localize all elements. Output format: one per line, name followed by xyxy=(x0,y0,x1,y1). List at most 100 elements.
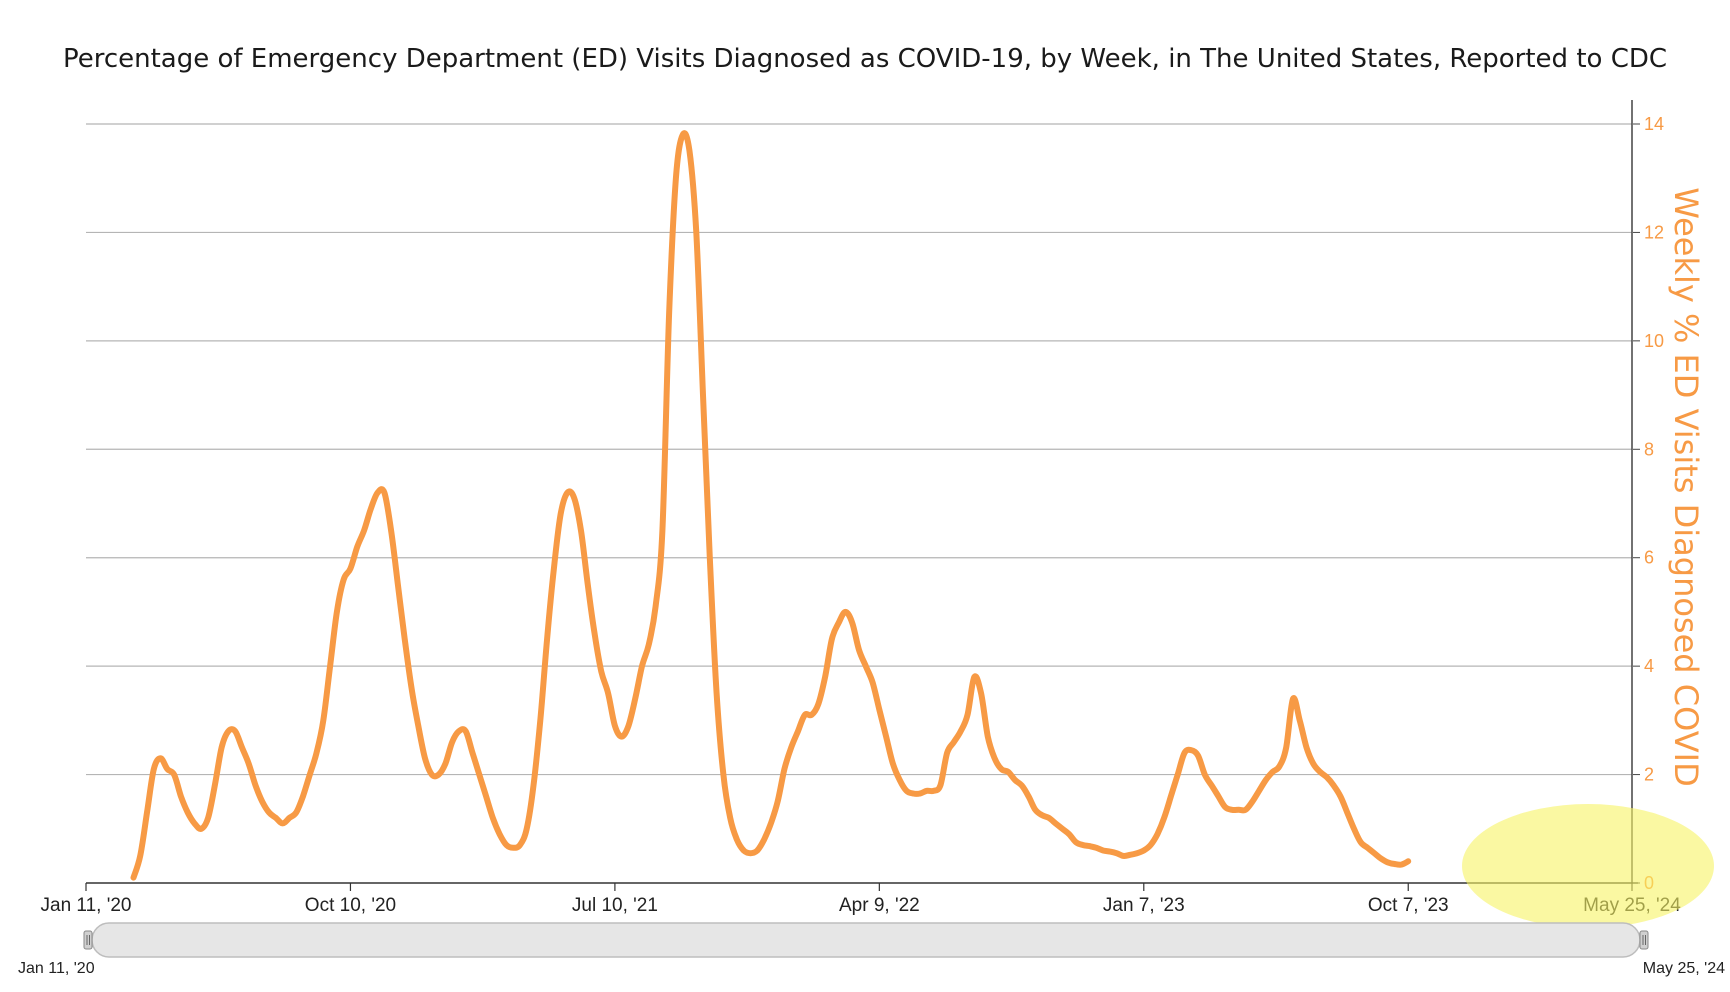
data-point[interactable] xyxy=(759,835,769,845)
data-point[interactable] xyxy=(651,602,661,612)
data-point[interactable] xyxy=(251,780,261,790)
data-point[interactable] xyxy=(1329,780,1339,790)
data-point[interactable] xyxy=(1295,715,1305,725)
data-point[interactable] xyxy=(949,737,959,747)
data-point[interactable] xyxy=(1247,797,1257,807)
navigator-track[interactable] xyxy=(91,922,1641,958)
data-point[interactable] xyxy=(461,726,471,736)
data-point[interactable] xyxy=(583,580,593,590)
data-point[interactable] xyxy=(522,824,532,834)
data-point[interactable] xyxy=(1152,829,1162,839)
data-point[interactable] xyxy=(1200,770,1210,780)
data-point[interactable] xyxy=(339,574,349,584)
data-point[interactable] xyxy=(807,710,817,720)
data-point[interactable] xyxy=(786,743,796,753)
data-point[interactable] xyxy=(468,748,478,758)
data-point[interactable] xyxy=(834,618,844,628)
data-point[interactable] xyxy=(400,634,410,644)
data-point[interactable] xyxy=(325,661,335,671)
data-point[interactable] xyxy=(1302,743,1312,753)
data-point[interactable] xyxy=(1207,780,1217,790)
data-point[interactable] xyxy=(332,607,342,617)
data-point[interactable] xyxy=(1342,808,1352,818)
data-point[interactable] xyxy=(773,797,783,807)
data-point[interactable] xyxy=(237,743,247,753)
data-point[interactable] xyxy=(217,743,227,753)
data-point[interactable] xyxy=(1159,813,1169,823)
data-point[interactable] xyxy=(183,808,193,818)
data-point[interactable] xyxy=(603,688,613,698)
data-point[interactable] xyxy=(196,824,206,834)
data-point[interactable] xyxy=(1173,770,1183,780)
data-point[interactable] xyxy=(725,813,735,823)
data-point[interactable] xyxy=(366,504,376,514)
data-point[interactable] xyxy=(664,309,674,319)
data-point[interactable] xyxy=(529,780,539,790)
data-point[interactable] xyxy=(935,780,945,790)
data-point[interactable] xyxy=(481,791,491,801)
data-point[interactable] xyxy=(1241,805,1251,815)
data-point[interactable] xyxy=(1403,856,1413,866)
data-point[interactable] xyxy=(657,526,667,536)
data-point[interactable] xyxy=(1288,694,1298,704)
data-point[interactable] xyxy=(379,488,389,498)
data-point[interactable] xyxy=(1146,840,1156,850)
data-point[interactable] xyxy=(257,797,267,807)
data-point[interactable] xyxy=(495,829,505,839)
data-point[interactable] xyxy=(1335,791,1345,801)
data-point[interactable] xyxy=(156,753,166,763)
data-point[interactable] xyxy=(488,813,498,823)
data-point[interactable] xyxy=(129,873,139,883)
data-point[interactable] xyxy=(976,688,986,698)
data-point[interactable] xyxy=(596,667,606,677)
data-point[interactable] xyxy=(610,721,620,731)
data-point[interactable] xyxy=(1281,743,1291,753)
data-point[interactable] xyxy=(1254,786,1264,796)
data-point[interactable] xyxy=(556,509,566,519)
data-point[interactable] xyxy=(474,770,484,780)
data-point[interactable] xyxy=(1213,791,1223,801)
data-point[interactable] xyxy=(793,726,803,736)
data-point[interactable] xyxy=(305,770,315,780)
data-point[interactable] xyxy=(1024,791,1034,801)
range-navigator[interactable] xyxy=(83,922,1649,958)
data-point[interactable] xyxy=(420,753,430,763)
data-point[interactable] xyxy=(393,580,403,590)
data-point[interactable] xyxy=(712,688,722,698)
data-point[interactable] xyxy=(535,715,545,725)
data-point[interactable] xyxy=(624,721,634,731)
data-point[interactable] xyxy=(318,715,328,725)
data-point[interactable] xyxy=(732,835,742,845)
data-point[interactable] xyxy=(576,526,586,536)
data-point[interactable] xyxy=(868,677,878,687)
data-point[interactable] xyxy=(1064,829,1074,839)
data-point[interactable] xyxy=(447,737,457,747)
data-point[interactable] xyxy=(644,640,654,650)
data-point[interactable] xyxy=(990,753,1000,763)
data-point[interactable] xyxy=(1274,761,1284,771)
data-point[interactable] xyxy=(230,726,240,736)
data-point[interactable] xyxy=(779,764,789,774)
data-point[interactable] xyxy=(766,818,776,828)
data-point[interactable] xyxy=(942,748,952,758)
data-point[interactable] xyxy=(1308,759,1318,769)
data-point[interactable] xyxy=(888,759,898,769)
data-point[interactable] xyxy=(685,146,695,156)
data-point[interactable] xyxy=(359,526,369,536)
data-point[interactable] xyxy=(874,705,884,715)
data-point[interactable] xyxy=(813,699,823,709)
data-point[interactable] xyxy=(691,227,701,237)
data-point[interactable] xyxy=(434,770,444,780)
data-point[interactable] xyxy=(1193,751,1203,761)
data-point[interactable] xyxy=(820,672,830,682)
data-point[interactable] xyxy=(569,493,579,503)
data-point[interactable] xyxy=(617,732,627,742)
data-point[interactable] xyxy=(1349,824,1359,834)
data-point[interactable] xyxy=(203,813,213,823)
data-point[interactable] xyxy=(881,732,891,742)
data-point[interactable] xyxy=(142,808,152,818)
data-point[interactable] xyxy=(291,808,301,818)
data-point[interactable] xyxy=(590,629,600,639)
data-point[interactable] xyxy=(386,526,396,536)
data-point[interactable] xyxy=(312,748,322,758)
